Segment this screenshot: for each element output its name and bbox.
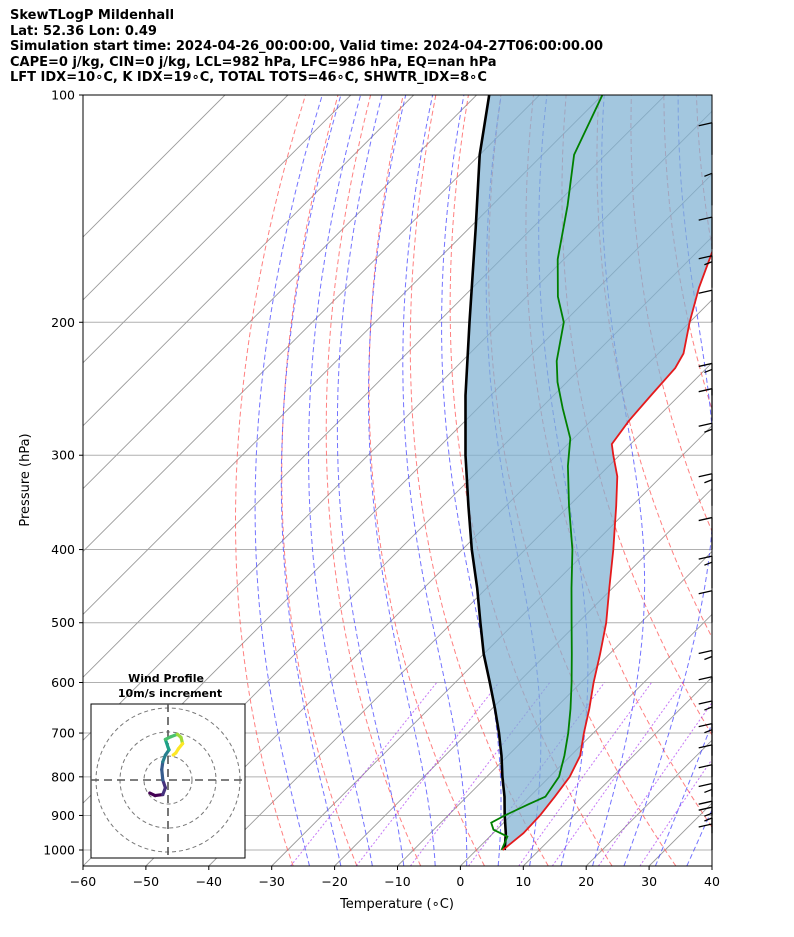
moist-adiabat — [308, 95, 373, 866]
x-tick-label: 0 — [456, 874, 464, 889]
isotherm — [334, 487, 712, 866]
y-tick-label: 800 — [51, 769, 75, 784]
y-tick-label: 400 — [51, 542, 75, 557]
cin-cape-shading — [465, 95, 712, 850]
wind-barb — [698, 422, 713, 456]
dewpoint-profile-line — [490, 95, 604, 851]
y-tick-label: 100 — [51, 88, 75, 103]
y-axis-label: Pressure (hPa) — [18, 433, 33, 526]
x-axis-label: Temperature (∘C) — [339, 897, 454, 912]
x-tick-label: −30 — [259, 874, 285, 889]
title-station: SkewTLogP Mildenhall — [10, 8, 175, 23]
isotherm — [83, 95, 603, 616]
moist-adiabat — [336, 95, 405, 866]
x-tick-label: 20 — [578, 874, 594, 889]
parcel-profile-line — [464, 95, 508, 851]
wind-barbs — [698, 122, 713, 851]
wind-barb — [698, 216, 713, 250]
isotherm — [83, 95, 226, 238]
isotherm — [711, 865, 712, 866]
x-tick-label: 30 — [641, 874, 657, 889]
wind-barb — [698, 289, 713, 323]
y-tick-label: 600 — [51, 675, 75, 690]
wind-barb — [698, 744, 713, 777]
y-axis-ticks: 1000 900 800 700 600 500 400 300 200 100 — [43, 88, 83, 858]
x-tick-label: 40 — [704, 874, 720, 889]
mixing-ratio-line — [290, 682, 438, 866]
dry-adiabat — [235, 95, 306, 866]
x-tick-label: −50 — [133, 874, 159, 889]
isotherm — [83, 95, 415, 427]
moist-adiabat — [254, 95, 323, 866]
wind-barb — [698, 590, 713, 623]
isotherm — [83, 95, 477, 490]
moist-adiabat — [402, 95, 468, 866]
moist-adiabat — [368, 95, 436, 866]
title-stability-indices: LFT IDX=10∘C, K IDX=19∘C, TOTAL TOTS=46∘… — [10, 70, 487, 86]
y-tick-label: 300 — [51, 448, 75, 463]
x-axis-ticks: −60 −50 −40 −30 −20 −10 0 10 20 30 40 — [70, 866, 720, 889]
y-tick-label: 700 — [51, 726, 75, 741]
mixing-ratio-line — [639, 758, 712, 866]
moist-adiabat — [654, 721, 712, 866]
mixing-ratio-line — [518, 682, 653, 866]
isotherm — [522, 676, 712, 866]
isotherm — [271, 425, 712, 866]
mixing-ratio-line — [597, 701, 712, 866]
hodograph-inset: Wind Profile 10m/s increment — [90, 672, 246, 859]
dry-adiabat — [762, 95, 794, 866]
temperature-profile-line — [502, 249, 712, 851]
x-tick-label: 10 — [515, 874, 531, 889]
isotherm — [83, 95, 352, 364]
moist-adiabat — [623, 95, 712, 866]
x-tick-label: −10 — [384, 874, 410, 889]
y-tick-label: 200 — [51, 315, 75, 330]
y-tick-label: 900 — [51, 808, 75, 823]
mixing-ratio-line — [551, 682, 684, 866]
moist-adiabat — [686, 808, 712, 866]
x-tick-label: −60 — [70, 874, 96, 889]
title-cape-indices: CAPE=0 j/kg, CIN=0 j/kg, LCL=982 hPa, LF… — [10, 54, 497, 70]
dry-adiabat — [663, 95, 712, 411]
dry-adiabat — [729, 95, 794, 866]
plot-area — [83, 95, 794, 866]
chart-title: SkewTLogP Mildenhall Lat: 52.36 Lon: 0.4… — [10, 8, 603, 86]
dry-adiabat — [368, 95, 485, 866]
wind-barb — [698, 362, 713, 396]
moist-adiabat — [441, 95, 502, 866]
moist-adiabat — [280, 95, 342, 866]
title-latlon: Lat: 52.36 Lon: 0.49 — [10, 23, 157, 39]
hodograph-title: Wind Profile — [128, 672, 204, 685]
y-tick-label: 500 — [51, 615, 75, 630]
wind-barb — [698, 122, 713, 155]
dry-adiabat — [281, 95, 358, 866]
hodograph-trace — [148, 732, 185, 798]
wind-barb — [698, 473, 713, 506]
isotherm — [775, 95, 794, 866]
hodograph-segment — [160, 767, 165, 782]
title-times: Simulation start time: 2024-04-26_00:00:… — [10, 39, 603, 55]
hodograph-segment — [171, 751, 178, 757]
wind-barb — [698, 516, 713, 550]
x-tick-label: −40 — [196, 874, 222, 889]
wind-barb — [704, 172, 713, 206]
isotherm — [83, 95, 540, 553]
wind-barb — [698, 555, 713, 589]
wind-barb — [698, 255, 713, 288]
wind-barb — [698, 649, 713, 683]
isotherm — [83, 95, 289, 301]
isotherm — [460, 613, 712, 866]
x-tick-label: −20 — [321, 874, 347, 889]
dry-adiabat — [325, 95, 422, 866]
y-tick-label: 1000 — [43, 843, 75, 858]
hodograph-subtitle: 10m/s increment — [118, 687, 222, 700]
